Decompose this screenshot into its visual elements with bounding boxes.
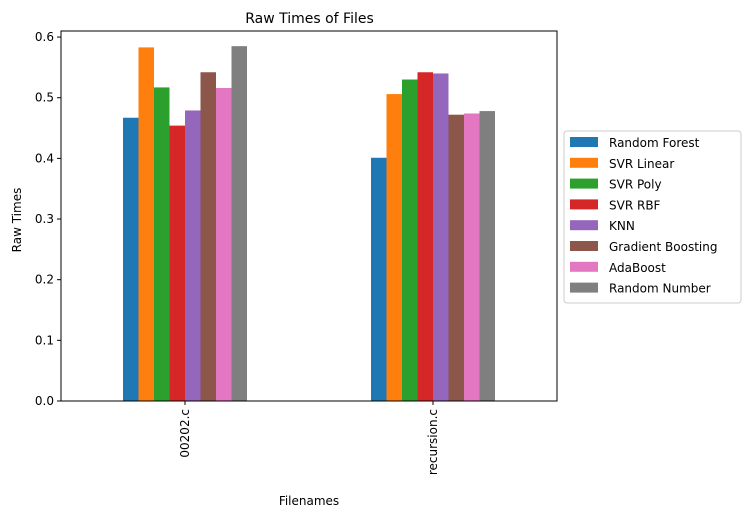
legend: Random Forest SVR Linear SVR Poly SVR RBF KN… — [563, 130, 742, 304]
x-tick-label: 00202.c — [178, 409, 192, 458]
bar — [402, 79, 418, 402]
bar — [169, 125, 185, 402]
x-axis-label: Filenames — [279, 494, 339, 508]
legend-swatch — [570, 178, 598, 189]
legend-label: SVR Linear — [609, 157, 674, 171]
chart-title: Raw Times of Files — [245, 11, 374, 27]
legend-swatch — [570, 282, 598, 293]
bar — [433, 73, 449, 402]
legend-label: SVR RBF — [609, 198, 661, 212]
y-tick-label: 0.1 — [35, 333, 54, 347]
legend-swatch — [570, 261, 598, 272]
bar — [216, 88, 232, 402]
y-tick-label: 0.0 — [35, 394, 54, 408]
bars-layer — [123, 46, 495, 402]
legend-swatch — [570, 220, 598, 231]
legend-swatch — [570, 199, 598, 210]
plot-frame — [60, 30, 558, 402]
bar — [386, 94, 402, 401]
y-tick-label: 0.5 — [35, 91, 54, 105]
y-tick-label: 0.3 — [35, 212, 54, 226]
bar — [154, 87, 170, 401]
bar — [123, 117, 139, 402]
legend-items: Random Forest SVR Linear SVR Poly SVR RBF KN… — [570, 136, 717, 296]
legend-swatch — [570, 241, 598, 251]
bar — [138, 47, 154, 401]
legend-label: Gradient Boosting — [609, 240, 717, 254]
legend-label: AdaBoost — [609, 261, 666, 275]
legend-swatch — [570, 137, 598, 147]
bar — [464, 113, 480, 402]
legend-label: KNN — [609, 219, 635, 233]
legend-label: SVR Poly — [609, 178, 662, 192]
legend-label: Random Forest — [609, 136, 700, 150]
legend-swatch — [570, 157, 598, 168]
x-tick-label: recursion.c — [426, 409, 440, 475]
y-tick-label: 0.2 — [35, 273, 54, 287]
y-tick-label: 0.6 — [35, 30, 54, 44]
bar — [231, 46, 247, 401]
bar — [417, 72, 433, 401]
y-axis-label: Raw Times — [10, 188, 24, 253]
y-tick-label: 0.4 — [35, 151, 54, 165]
legend-label: Random Number — [609, 282, 711, 296]
bar — [479, 111, 495, 401]
bar — [185, 110, 201, 402]
bar — [200, 72, 216, 401]
legend-frame — [563, 130, 742, 304]
y-axis-ticks: 0.0 0.1 0.2 0.3 0.4 0.5 0.6 — [35, 30, 61, 408]
bar — [448, 114, 464, 401]
bar — [371, 157, 387, 401]
x-axis-ticks: 00202.c recursion.c — [178, 401, 440, 475]
